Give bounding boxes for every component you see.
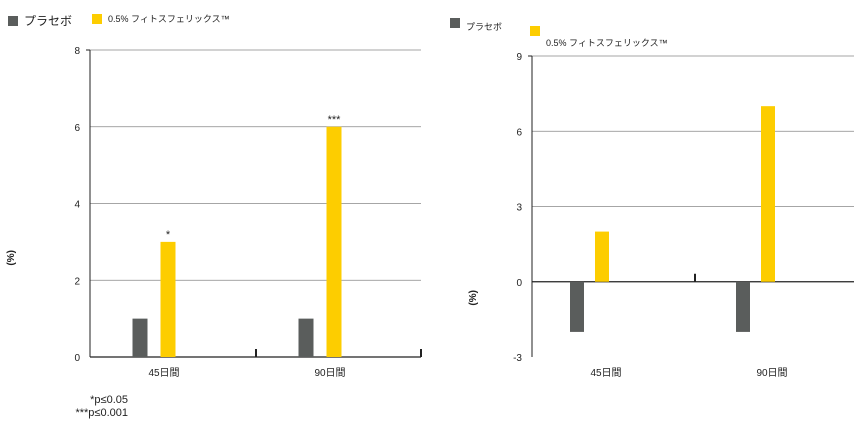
footnote-p05: *p≤0.05 [90,394,128,406]
significance-marker: * [166,229,171,241]
legend-placebo-label: プラセボ [24,14,73,28]
bar-placebo-1 [570,281,584,332]
legend-placebo: プラセボ [450,12,502,33]
y-tick-label: 9 [516,52,522,63]
bar-placebo-2 [736,281,750,332]
legend-treatment-label: 0.5% フィトスフェリックス™ [546,38,668,48]
y-tick-label: 8 [74,46,80,57]
right-chart-panel: プラセボ 0.5% フィトスフェリックス™ (%) -3 0 3 6 9 45日間 90日間 [430,0,854,421]
significance-marker: *** [328,114,342,126]
right-bar-chart: -3 0 3 6 9 45日間 90日間 [513,52,854,379]
legend-treatment-label: 0.5% フィトスフェリックス™ [108,14,230,24]
legend-treatment: 0.5% フィトスフェリックス™ [92,12,230,25]
x-category-label: 90日間 [314,367,345,379]
footnote-p001: ***p≤0.001 [75,407,128,419]
y-tick-label: 2 [74,276,80,287]
bar-placebo-1 [132,318,148,357]
x-category-label: 45日間 [148,367,179,379]
bar-placebo-2 [298,318,314,357]
y-tick-label: 4 [74,200,80,211]
y-tick-label: -3 [513,353,522,364]
legend-placebo: プラセボ [8,12,72,29]
x-category-label: 90日間 [756,367,787,379]
y-tick-label: 0 [516,278,522,289]
y-tick-label: 6 [74,123,80,134]
legend-treatment: 0.5% フィトスフェリックス™ [530,12,668,49]
bar-treatment-1 [595,231,609,282]
legend-placebo-label: プラセボ [466,22,503,32]
bar-treatment-2 [326,126,342,357]
legend-treatment-swatch [530,25,540,36]
x-category-label: 45日間 [590,367,621,379]
y-tick-label: 6 [516,127,522,138]
left-chart-panel: プラセボ 0.5% フィトスフェリックス™ (%) 0 2 4 6 8 * *** 45日間 9… [6,12,422,419]
bar-treatment-2 [761,106,775,282]
y-tick-label: 3 [516,203,522,214]
bar-treatment-1 [160,241,176,357]
legend-placebo-swatch [450,17,460,28]
y-tick-label: 0 [74,353,80,364]
legend-treatment-swatch [92,13,102,24]
legend-placebo-swatch [8,15,18,26]
